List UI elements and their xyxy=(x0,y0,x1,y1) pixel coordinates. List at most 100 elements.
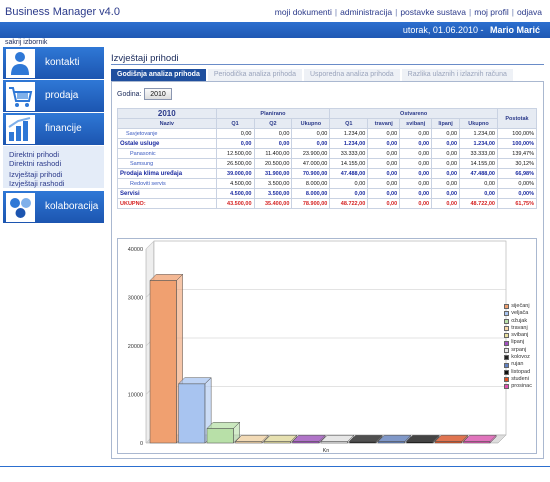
year-label: Godina: xyxy=(117,91,142,98)
chart-bar-side xyxy=(404,434,411,444)
current-user: Mario Marić xyxy=(489,25,540,35)
value-cell: 1.234,00 xyxy=(459,128,498,139)
value-cell: 31.900,00 xyxy=(253,168,293,179)
chart-bar-side xyxy=(432,434,440,444)
link-my-documents[interactable]: moji dokumenti xyxy=(274,7,332,17)
column-header: Q1 xyxy=(329,118,369,129)
legend-swatch xyxy=(504,355,510,361)
value-cell: 0,00 xyxy=(253,138,293,149)
current-date: utorak, 01.06.2010 xyxy=(402,25,478,35)
value-cell: 100,00% xyxy=(496,128,538,139)
value-cell: 0,00 xyxy=(399,138,433,149)
finance-submenu: Direktni prihodi Direktni rashodi Izvješ… xyxy=(3,146,104,188)
report-tabs: Godišnja analiza prihoda Periodička anal… xyxy=(111,69,544,81)
legend-label: lipanj xyxy=(511,339,525,346)
row-name-cell: Panasonic xyxy=(117,148,217,159)
tab-periodic-analysis[interactable]: Periodička analiza prihoda xyxy=(207,69,302,81)
value-cell: 0,00 xyxy=(431,198,461,209)
chart-legend: siječanj veljača ožujak travanj svibanj lipan… xyxy=(504,303,532,391)
year-select-button[interactable]: 2010 xyxy=(144,88,172,100)
page-title: Izvještaji prihodi xyxy=(111,53,179,64)
submenu-income-reports[interactable]: Izvještaji prihodi xyxy=(9,170,63,179)
value-cell: 70.900,00 xyxy=(291,168,331,179)
footer-divider xyxy=(0,466,550,467)
planned-header: Planirano xyxy=(215,108,331,119)
chart-bar xyxy=(149,280,177,444)
sidebar-item-sales[interactable]: prodaja xyxy=(3,80,104,113)
tab-annual-analysis[interactable]: Godišnja analiza prihoda xyxy=(111,69,206,81)
column-header: travanj xyxy=(367,118,401,129)
legend-item: rujan xyxy=(504,361,532,368)
column-header: svibanj xyxy=(399,118,433,129)
chart-gridline-side xyxy=(145,240,155,250)
value-cell: 0,00 xyxy=(367,158,401,169)
value-cell: 0,00 xyxy=(367,148,401,159)
value-cell: 20.500,00 xyxy=(253,158,293,169)
sidebar-item-finance[interactable]: financije xyxy=(3,113,104,146)
value-cell: 0,00 xyxy=(367,168,401,179)
tab-invoice-difference[interactable]: Razlika ulaznih i izlaznih računa xyxy=(401,69,513,81)
table-row: Prodaja klima uređaja 39.000,00 31.900,00 7… xyxy=(117,168,538,179)
value-cell: 61,75% xyxy=(496,198,538,209)
submenu-direct-expenses[interactable]: Direktni rashodi xyxy=(9,159,62,168)
sidebar-item-contacts[interactable]: kontakti xyxy=(3,47,104,80)
status-bar: utorak, 01.06.2010 - Mario Marić xyxy=(0,22,550,38)
legend-label: siječanj xyxy=(511,303,530,309)
value-cell: 0,00 xyxy=(399,148,433,159)
column-header: Postotak xyxy=(496,108,538,129)
row-name-cell: Savjetovanje xyxy=(117,128,217,139)
legend-item: veljača xyxy=(504,310,532,317)
column-header: Ukupno xyxy=(459,118,498,129)
hide-menu-link[interactable]: sakrij izbornik xyxy=(5,39,48,46)
link-system-settings[interactable]: postavke sustava xyxy=(400,7,467,17)
value-cell: 4.500,00 xyxy=(215,178,255,189)
legend-label: travanj xyxy=(511,324,528,331)
table-row: Panasonic 12.500,00 11.400,00 23.900,00 33.3… xyxy=(117,148,538,159)
legend-label: veljača xyxy=(511,310,529,317)
legend-item: kolovoz xyxy=(504,354,532,361)
chart-bar-side xyxy=(318,434,326,444)
chart-bar-side xyxy=(261,434,269,444)
tab-comparative-analysis[interactable]: Usporedna analiza prihoda xyxy=(303,69,400,81)
chart-tick-label: 10000 xyxy=(128,393,143,399)
legend-swatch xyxy=(504,318,510,324)
table-row: Ostale usluge 0,00 0,00 0,00 1.234,00 0,00 0,0… xyxy=(117,138,538,149)
legend-swatch xyxy=(504,311,510,317)
legend-label: listopad xyxy=(511,368,531,375)
value-cell: 33.333,00 xyxy=(329,148,369,159)
legend-item: lipanj xyxy=(504,339,532,346)
legend-item: travanj xyxy=(504,325,532,332)
app-title: Business Manager v4.0 xyxy=(5,6,120,18)
value-cell: 0,00 xyxy=(367,198,401,209)
legend-swatch xyxy=(504,304,510,310)
link-my-profile[interactable]: moj profil xyxy=(474,7,509,17)
finance-chart-icon xyxy=(6,115,35,144)
value-cell: 100,00% xyxy=(496,138,538,149)
row-name-cell: Samsung xyxy=(117,158,217,169)
value-cell: 23.900,00 xyxy=(291,148,331,159)
column-header: Ukupno xyxy=(291,118,331,129)
value-cell: 0,00 xyxy=(367,128,401,139)
sidebar-item-collaboration[interactable]: kolaboracija xyxy=(3,191,104,224)
legend-item: studeni xyxy=(504,376,532,383)
value-cell: 0,00 xyxy=(431,128,461,139)
value-cell: 0,00 xyxy=(459,178,498,189)
legend-item: ožujak xyxy=(504,318,532,325)
legend-swatch xyxy=(504,377,510,383)
legend-label: srpanj xyxy=(511,346,527,353)
link-logout[interactable]: odjava xyxy=(516,7,542,17)
chart-svg: 0 10000 20000 30000 40000 Kn xyxy=(128,240,507,454)
row-name-cell: Redoviti servis xyxy=(117,178,217,189)
value-cell: 0,00 xyxy=(399,188,433,199)
value-cell: 12.500,00 xyxy=(215,148,255,159)
legend-label: prosinac xyxy=(511,383,532,390)
link-administration[interactable]: administracija xyxy=(340,7,393,17)
row-name-cell: Prodaja klima uređaja xyxy=(117,168,217,179)
chart-tick-label: 30000 xyxy=(128,296,143,302)
submenu-direct-income[interactable]: Direktni prihodi xyxy=(9,150,60,159)
legend-swatch xyxy=(504,384,510,390)
legend-item: prosinac xyxy=(504,383,532,390)
chart-bar-side xyxy=(489,434,497,444)
submenu-expense-reports[interactable]: Izvještaji rashodi xyxy=(9,179,65,188)
chart-tick-label: 0 xyxy=(140,441,143,447)
